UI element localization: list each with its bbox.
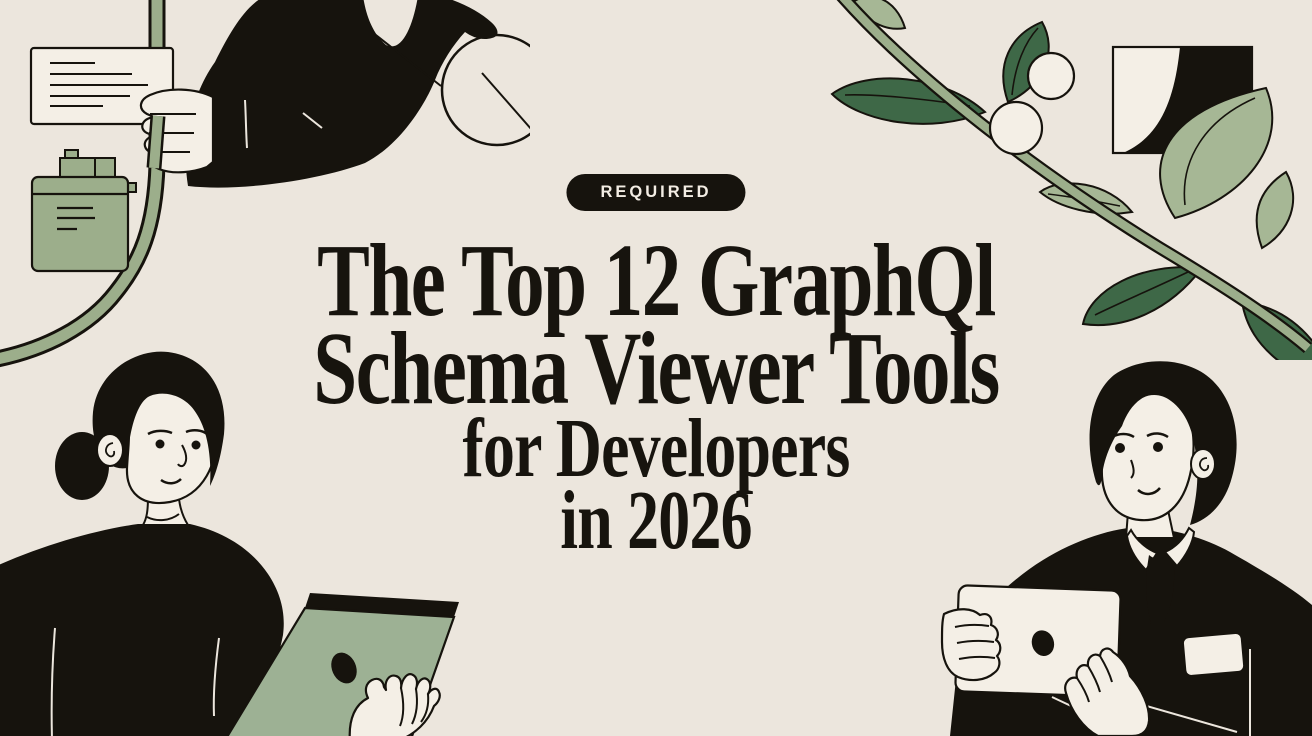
- woman-hand-icon: [348, 673, 441, 736]
- note-card-icon: [29, 46, 175, 126]
- title-line-2: Schema Viewer Tools: [313, 311, 1000, 426]
- title-line-3: for Developers: [462, 402, 850, 495]
- magnifier-handle-line: [371, 31, 442, 87]
- magnifying-glass-icon: [440, 33, 530, 147]
- hand-icon: [139, 88, 215, 174]
- lapel-line: [1142, 704, 1238, 733]
- arm-with-magnifying-glass-illustration: [185, 0, 530, 188]
- man-with-tablet-illustration: [940, 361, 1312, 736]
- page-title: The Top 12 GraphQl Schema Viewer Tools f…: [157, 223, 1154, 567]
- man-left-hand-icon: [940, 608, 1002, 682]
- man-hair: [1089, 361, 1237, 525]
- title-line-1: The Top 12 GraphQl: [317, 223, 996, 338]
- required-badge: REQUIRED: [566, 174, 746, 211]
- man-right-hand-icon: [1064, 647, 1151, 736]
- sleeve-highlight-line: [302, 112, 323, 129]
- branch-stem: [836, 0, 1312, 353]
- body-crease-line: [212, 637, 220, 717]
- branch-illustration: [830, 0, 1312, 360]
- body-crease-line: [50, 627, 56, 736]
- hand-card-battery-illustration: [0, 0, 215, 367]
- woman-body: [0, 524, 284, 736]
- black-arm-shape: [185, 0, 498, 188]
- woman-ear: [96, 433, 124, 467]
- battery-icon: [30, 149, 137, 273]
- cable-icon: [0, 0, 166, 367]
- woman-hair: [92, 351, 225, 486]
- berry-icons: [988, 51, 1076, 156]
- pocket-square: [1183, 633, 1244, 675]
- tie-icon: [1146, 554, 1175, 624]
- sleeve-crease-line: [244, 99, 248, 149]
- woman-with-laptop-illustration: [0, 351, 459, 736]
- title-line-4: in 2026: [560, 474, 752, 567]
- hair-bun: [55, 432, 109, 500]
- lens-glare-line: [481, 72, 530, 130]
- man-face-features: [1111, 432, 1169, 496]
- woman-face-features: [146, 429, 208, 522]
- man-ear: [1190, 448, 1216, 480]
